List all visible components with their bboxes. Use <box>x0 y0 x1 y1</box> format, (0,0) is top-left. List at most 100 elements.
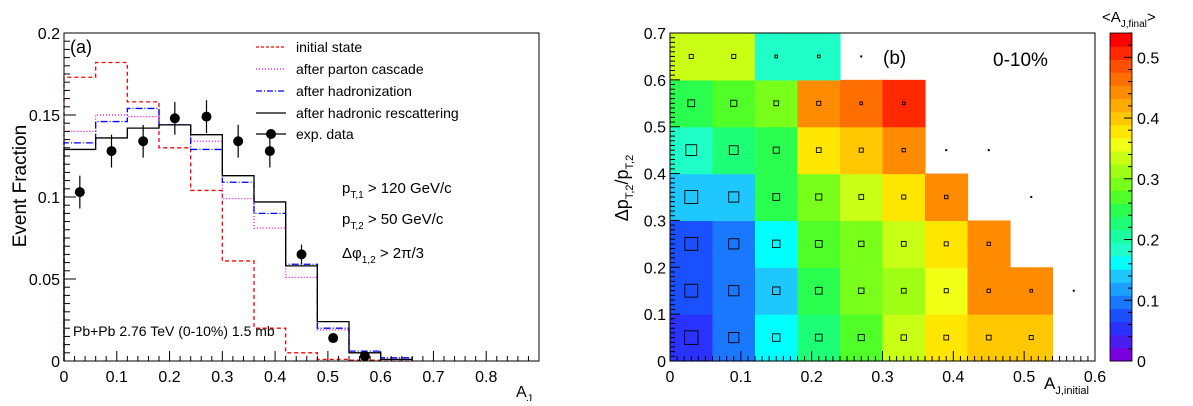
data-point <box>74 187 85 198</box>
x-tick-label-b: 0 <box>666 369 675 386</box>
colorbar-segment <box>1110 111 1132 126</box>
occupancy-box <box>859 101 864 106</box>
colorbar-segment <box>1110 203 1132 218</box>
y-tick-label-b: 0 <box>657 354 666 371</box>
data-point <box>359 351 370 362</box>
occupancy-box <box>985 334 992 341</box>
occupancy-box <box>728 285 740 297</box>
colorbar-frame <box>1109 32 1133 362</box>
y-tick-label-a: 0 <box>51 354 60 371</box>
heatmap-cell <box>797 126 841 175</box>
heatmap-cell <box>670 33 714 81</box>
colorbar-segment <box>1110 321 1132 336</box>
y-tick-label-b: 0.6 <box>644 73 666 90</box>
stray-point <box>987 149 990 152</box>
heatmap-cell <box>925 267 969 315</box>
heatmap-cell <box>967 267 1011 315</box>
y-axis-label-b: ΔpT,2/pT,2 <box>612 155 636 221</box>
legend-a: initial state after parton cascade after… <box>256 39 459 142</box>
occupancy-box <box>943 288 949 294</box>
heatmap-cell <box>967 220 1011 268</box>
occupancy-box <box>1028 335 1034 341</box>
heatmap-cell <box>882 314 926 362</box>
heatmap-cell <box>840 314 884 362</box>
colorbar-segment <box>1110 216 1132 231</box>
heatmap-cell <box>840 173 884 222</box>
x-tick-label-a: 0.5 <box>317 369 339 386</box>
y-tick-label-b: 0.2 <box>644 260 666 277</box>
colorbar-segment <box>1110 256 1132 270</box>
occupancy-box <box>814 240 823 248</box>
heatmap-cell <box>797 33 841 81</box>
colorbar-segment <box>1110 164 1132 178</box>
x-tick-label-b: 0.2 <box>801 369 823 386</box>
legend-label-rescattering: after hadronic rescattering <box>296 105 459 121</box>
heatmap-cell <box>925 173 969 222</box>
annotation-pt1: pT,1 > 120 GeV/c <box>342 180 452 201</box>
heatmap-cell <box>1010 267 1054 315</box>
occupancy-box <box>857 334 865 342</box>
chart-a: 0 0.1 0.2 0.3 0.4 0.5 0.6 0.7 0.8 0 0.05 0.1 0.15 0.2… <box>10 26 540 405</box>
panel-label-a: (a) <box>70 37 92 57</box>
colorbar-segment <box>1110 85 1132 100</box>
plot-frame-a <box>63 32 540 362</box>
hist-line-3 <box>63 124 413 361</box>
axis-ticks-b: 0 0.1 0.2 0.3 0.4 0.5 0.6 0 0.1 0.2 0.3 0.4 0.5 0.6 0.… <box>644 26 1106 386</box>
occupancy-box <box>900 287 907 294</box>
occupancy-box <box>858 147 864 153</box>
colorbar-tick-label: 0.2 <box>1137 233 1159 250</box>
data-points <box>74 100 370 362</box>
heatmap-cell <box>755 79 799 128</box>
heatmap-cell <box>840 267 884 315</box>
hist-line-2 <box>63 107 413 361</box>
occupancy-box <box>728 191 740 203</box>
occupancy-box <box>858 194 865 200</box>
data-point <box>138 136 149 147</box>
annotation-pt2: pT,2 > 50 GeV/c <box>342 211 444 232</box>
occupancy-box <box>774 54 779 59</box>
occupancy-box <box>901 101 906 106</box>
occupancy-box <box>900 334 907 341</box>
colorbar-segment <box>1110 124 1132 139</box>
legend-label-hadronization: after hadronization <box>296 83 412 99</box>
y-tick-label-b: 0.5 <box>644 120 666 137</box>
x-tick-label-b: 0.4 <box>942 369 964 386</box>
heatmap-cell <box>755 220 799 268</box>
y-tick-label-a: 0.1 <box>38 190 60 207</box>
heatmap-cell <box>670 173 714 222</box>
occupancy-box <box>772 286 781 295</box>
occupancy-box <box>816 54 821 59</box>
colorbar-segment <box>1110 242 1132 257</box>
occupancy-box <box>858 287 865 294</box>
colorbar-title: <AJ,final> <box>1102 9 1156 30</box>
y-tick-label-a: 0.05 <box>29 272 60 289</box>
colorbar-segment <box>1110 72 1132 86</box>
y-tick-label-a: 0.15 <box>29 108 60 125</box>
panel-label-b: (b) <box>883 48 906 69</box>
occupancy-box <box>728 238 740 250</box>
heatmap-cell <box>840 79 884 128</box>
colorbar-segment <box>1110 98 1132 113</box>
y-tick-label-b: 0.4 <box>644 167 666 184</box>
occupancy-box <box>1029 288 1034 293</box>
colorbar-segment <box>1110 46 1132 60</box>
heatmap-cell <box>925 314 969 362</box>
heatmap-cell <box>1010 314 1054 362</box>
stray-point <box>860 55 863 58</box>
plot-frame-b <box>669 32 1096 362</box>
x-tick-label-a: 0.8 <box>475 369 497 386</box>
occupancy-box <box>943 241 949 247</box>
data-point <box>296 249 307 260</box>
occupancy-box <box>730 99 738 107</box>
legend-marker-data <box>266 129 276 139</box>
y-tick-label-b: 0.7 <box>644 26 666 43</box>
y-tick-label-b: 0.3 <box>644 213 666 230</box>
annotation-system: Pb+Pb 2.76 TeV (0-10%) 1.5 mb <box>73 323 275 339</box>
x-axis-label-b: AJ,initial <box>1044 374 1089 397</box>
occupancy-box <box>728 332 740 344</box>
heatmap-cell <box>670 220 714 268</box>
occupancy-box <box>944 194 949 200</box>
occupancy-box <box>728 145 739 156</box>
